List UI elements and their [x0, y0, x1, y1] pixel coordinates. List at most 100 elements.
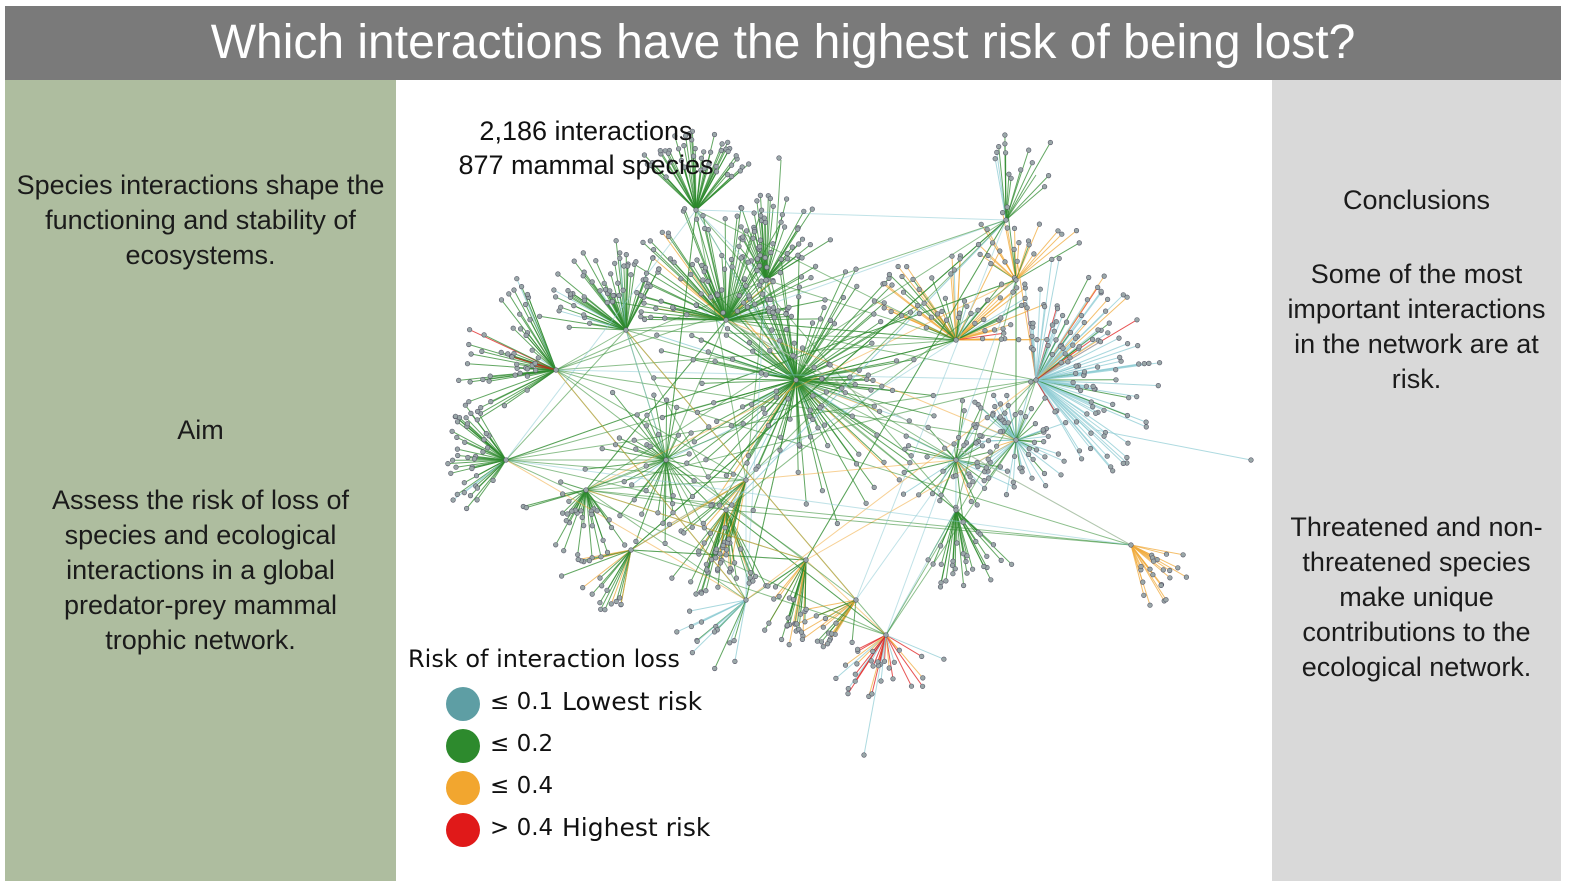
species-node: [960, 582, 967, 589]
species-node: [598, 554, 604, 560]
network-edge: [562, 489, 587, 514]
species-node: [670, 501, 676, 507]
network-edge: [955, 459, 1008, 472]
species-node: [886, 271, 893, 278]
network-edge: [941, 311, 957, 341]
network-edge: [555, 369, 747, 601]
network-edge: [765, 257, 803, 281]
species-node: [1136, 361, 1142, 367]
species-node: [778, 219, 784, 225]
species-node: [757, 237, 764, 243]
species-node: [501, 403, 507, 409]
species-node: [664, 397, 670, 403]
species-node: [523, 332, 529, 338]
species-node: [1053, 319, 1059, 325]
species-node: [953, 337, 959, 343]
species-node: [1101, 407, 1107, 413]
species-node: [950, 558, 956, 564]
species-node: [827, 237, 834, 243]
network-edge: [880, 634, 887, 682]
network-edge: [610, 273, 627, 331]
network-edge: [940, 509, 957, 547]
network-edge: [835, 634, 887, 679]
species-node: [782, 224, 788, 230]
network-edge: [885, 439, 1017, 636]
species-node: [796, 294, 802, 300]
network-edge: [672, 306, 727, 321]
species-node: [670, 510, 676, 516]
species-node: [633, 259, 639, 265]
network-edge: [740, 226, 767, 281]
species-node: [964, 553, 970, 559]
species-node: [908, 453, 914, 459]
species-node: [616, 435, 622, 441]
species-node: [693, 591, 699, 597]
network-edge: [765, 258, 788, 281]
network-edge: [649, 445, 667, 461]
species-node: [449, 457, 456, 463]
network-edge: [451, 430, 507, 461]
network-edge: [471, 459, 507, 469]
species-node: [461, 490, 467, 496]
species-node: [1063, 420, 1069, 426]
species-node: [998, 557, 1004, 564]
species-node: [981, 485, 988, 491]
species-node: [798, 274, 805, 280]
species-node: [589, 511, 595, 518]
species-node: [990, 412, 996, 418]
species-node: [916, 286, 922, 292]
species-node: [1008, 175, 1014, 181]
species-node: [956, 314, 962, 321]
species-node: [644, 412, 650, 418]
network-edge: [1130, 544, 1167, 555]
species-node: [723, 332, 730, 338]
species-node: [955, 434, 962, 441]
species-node: [1116, 335, 1122, 341]
network-edge: [573, 305, 627, 331]
species-node: [923, 325, 929, 331]
species-node: [650, 255, 656, 261]
species-node: [1005, 420, 1011, 426]
species-node: [984, 226, 990, 232]
network-edge: [571, 489, 587, 512]
species-node: [807, 407, 813, 413]
species-node: [651, 375, 657, 381]
network-edge: [569, 326, 627, 331]
species-node: [711, 400, 717, 406]
species-node: [1124, 341, 1131, 347]
network-edge: [480, 369, 557, 414]
network-edge: [795, 379, 857, 465]
species-node: [762, 255, 768, 261]
network-edge: [692, 599, 747, 653]
species-node: [845, 685, 851, 692]
network-edge: [1130, 544, 1162, 586]
network-edge: [918, 459, 957, 496]
species-node: [810, 393, 816, 399]
species-node: [1180, 552, 1186, 558]
species-node: [742, 276, 748, 282]
species-node: [559, 573, 565, 579]
species-node: [653, 305, 659, 311]
network-edge: [1035, 379, 1081, 391]
network-edge: [1015, 439, 1035, 443]
species-node: [1031, 251, 1037, 257]
network-edge: [1015, 439, 1047, 486]
species-node: [466, 327, 473, 333]
species-node: [973, 538, 979, 545]
species-node: [776, 593, 782, 600]
network-edge: [1015, 233, 1063, 281]
network-edge: [725, 219, 1007, 511]
network-edge: [630, 479, 747, 551]
network-edge: [555, 369, 1037, 381]
network-edge: [555, 369, 1132, 546]
species-node: [840, 294, 847, 301]
species-node: [631, 437, 637, 443]
species-node: [768, 296, 774, 303]
species-node: [727, 640, 733, 646]
species-node: [783, 311, 789, 317]
species-node: [726, 536, 732, 542]
species-node: [638, 309, 644, 315]
species-node: [910, 276, 916, 282]
species-node: [746, 161, 752, 167]
species-node: [613, 238, 619, 244]
